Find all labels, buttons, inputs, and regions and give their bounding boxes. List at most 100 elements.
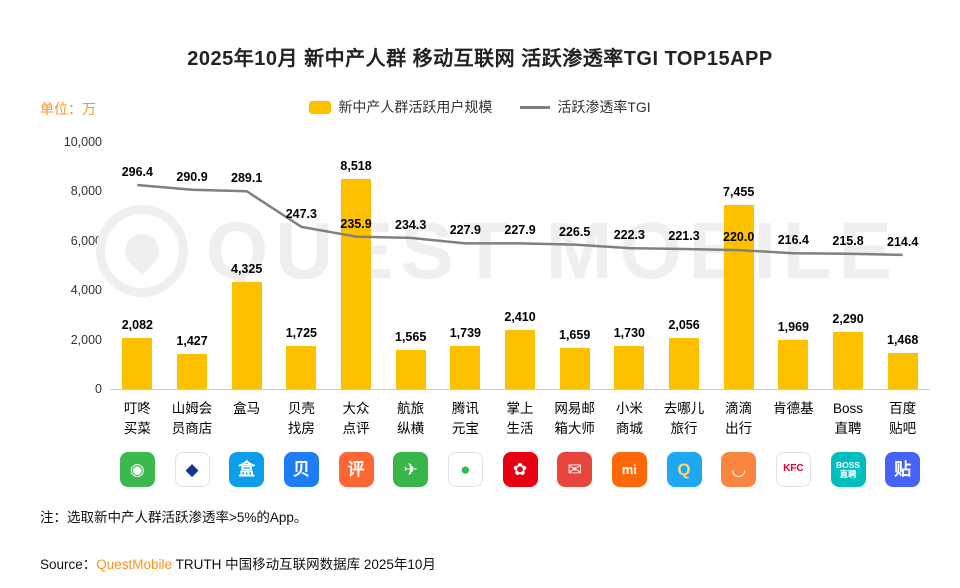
bar [286,346,317,389]
app-icon-cell: ◡ [711,452,766,487]
tgi-value-label: 235.9 [340,216,372,231]
app-icon-cell: 盒 [219,452,274,487]
tgi-value-label: 227.9 [504,223,536,238]
line-swatch-icon [520,105,551,109]
tencent-yuanbao-icon: ● [447,452,483,487]
y-tick: 4,000 [70,283,102,298]
unit-label: 单位：万 [40,101,96,117]
zhangshang-shenghuo-icon: ✿ [502,452,538,487]
bar [341,178,371,389]
bar-value-label: 2,410 [504,309,536,324]
tgi-line [137,183,903,257]
bar [395,350,426,389]
category-label: 山姆会 员商店 [171,401,213,437]
bar [231,282,262,389]
category-label: 腾讯 元宝 [451,401,479,437]
y-tick: 2,000 [70,332,102,347]
bar [450,346,481,389]
hema-icon: 盒 [229,452,265,487]
y-tick: 8,000 [70,184,102,199]
source-line: Source：QuestMobile TRUTH 中国移动互联网数据库 2025… [40,553,436,573]
tgi-value-label: 234.3 [395,217,427,232]
app-icon-cell: ◉ [110,452,165,487]
hanglv-zongheng-icon: ✈ [393,452,429,487]
bar-value-label: 1,565 [395,330,427,345]
tgi-value-label: 216.4 [777,233,809,248]
bar-value-label: 2,056 [668,318,700,333]
bar [559,348,590,389]
category-label: 去哪儿 旅行 [663,401,705,437]
bar-value-label: 8,518 [340,158,372,173]
app-icon-cell: 贴 [875,452,930,487]
x-axis-labels: 叮咚 买菜 山姆会 员商店 盒马 贝壳 找房 大众 点评 航旅 纵横 腾讯 元宝 掌上 生活 网易邮 箱大师 小米… [110,399,930,447]
chart-plot: QUEST MOBILE 2,082 1,427 4,325 1,725 8,518 1,… [96,143,930,390]
bar [833,332,863,389]
netease-mail-master-icon: ✉ [557,452,593,487]
category-label: 贝壳 找房 [287,401,315,437]
bar-value-label: 4,325 [231,262,263,277]
app-icon-cell: mi [602,452,657,487]
bar [505,329,535,389]
didi-chuxing-icon: ◡ [721,452,757,487]
tgi-value-label: 247.3 [285,206,317,221]
app-icon-cell: KFC [766,452,821,487]
tgi-value-label: 220.0 [723,230,755,245]
source-prefix: Source： [40,557,97,572]
tgi-value-label: 214.4 [887,234,919,249]
category-label: 网易邮 箱大师 [554,401,595,437]
category-label: 百度 贴吧 [889,401,917,437]
category-label: 叮咚 买菜 [123,401,151,437]
tgi-value-label: 215.8 [832,233,864,248]
category-label: 小米 商城 [615,401,643,437]
bar [122,337,153,389]
bar-value-label: 2,290 [832,312,864,327]
category-label: 掌上 生活 [506,401,534,437]
footnote: 注：选取新中产人群活跃渗透率>5%的App。 [40,510,308,525]
tgi-value-label: 222.3 [613,228,645,243]
tgi-value-label: 290.9 [176,169,208,184]
baidu-tieba-icon: 贴 [885,452,921,487]
app-icon-cell: ● [438,452,493,487]
bar-swatch-icon [309,100,332,114]
app-icon-cell: ✈ [383,452,438,487]
y-axis: 0 2,000 4,000 6,000 8,000 10,000 [0,135,102,396]
app-icons-row: ◉ ◆ 盒贝评 ✈ ● ✿ ✉ mi Q ◡ KFC BOSS 直聘贴 [110,452,930,494]
app-icon-cell: ✿ [493,452,548,487]
bar [778,340,809,389]
category-label: 盒马 [233,401,261,416]
app-icon-cell: 贝 [274,452,329,487]
category-label: Boss 直聘 [833,401,864,437]
category-label: 肯德基 [773,401,814,416]
tgi-value-label: 221.3 [668,229,700,243]
legend-line-label: 活跃渗透率TGI [557,99,651,115]
y-tick: 0 [95,382,102,396]
page-title: 2025年10月 新中产人群 移动互联网 活跃渗透率TGI TOP15APP [187,48,773,70]
bar-value-label: 1,427 [176,333,208,348]
app-icon-cell: ◆ [165,452,220,487]
app-icon-cell: BOSS 直聘 [821,452,876,487]
bar [669,338,699,389]
bar-value-label: 7,455 [723,184,755,199]
tgi-value-label: 289.1 [231,171,263,186]
legend-item-line: 活跃渗透率TGI [520,97,651,117]
dingdong-maicai-icon: ◉ [119,452,155,487]
boss-zhipin-icon: BOSS 直聘 [830,452,866,487]
sams-club-icon: ◆ [174,452,210,487]
beike-zhaofang-icon: 贝 [283,452,319,487]
tgi-value-label: 296.4 [121,165,153,179]
category-label: 大众 点评 [342,401,370,437]
category-label: 滴滴 出行 [725,401,753,437]
bar-value-label: 1,969 [777,320,809,335]
kfc-icon: KFC [775,452,811,487]
qunar-travel-icon: Q [666,452,702,487]
legend-bar-label: 新中产人群活跃用户规模 [338,99,493,115]
bar-value-label: 1,725 [285,326,317,341]
bar [723,204,754,389]
bar-value-label: 1,659 [559,328,591,342]
y-tick: 10,000 [63,135,102,149]
app-icon-cell: ✉ [547,452,602,487]
bar-value-label: 1,739 [449,326,481,340]
bar-value-label: 1,468 [887,332,919,347]
legend: 新中产人群活跃用户规模 活跃渗透率TGI [0,97,960,117]
